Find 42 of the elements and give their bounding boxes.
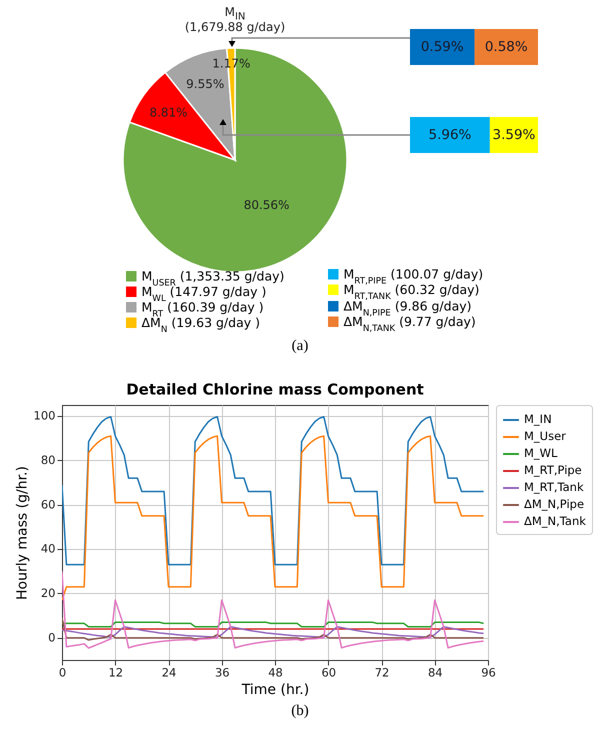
- legend-label: M_RT,Tank: [524, 480, 584, 494]
- chart-title: Detailed Chlorine mass Component: [126, 380, 424, 398]
- line-series: [62, 570, 484, 649]
- x-tick-label: 72: [374, 666, 390, 680]
- x-axis-title: Time (hr.): [240, 682, 310, 698]
- line-series: [62, 435, 484, 601]
- text: (b): [291, 703, 309, 719]
- line-series: [62, 626, 484, 638]
- x-tick-label: 84: [428, 666, 443, 680]
- line-series: [62, 617, 484, 641]
- x-tick-label: 96: [481, 666, 496, 680]
- y-tick-label: 60: [40, 497, 56, 512]
- y-tick-label: 20: [40, 586, 56, 600]
- text: (a): [292, 338, 308, 354]
- legend-label: M_WL: [524, 446, 558, 460]
- line-series: [62, 416, 484, 566]
- text: M$_{IN}$: [224, 5, 246, 22]
- x-tick-label: 0: [58, 666, 66, 680]
- x-tick-label: 48: [268, 666, 283, 680]
- y-tick-label: 80: [40, 452, 56, 467]
- data-label: 0.59%: [420, 39, 464, 55]
- y-tick-label: 40: [40, 542, 56, 556]
- y-axis-title: Hourly mass (g/hr.): [14, 466, 31, 600]
- data-label: 5.96%: [428, 127, 472, 143]
- y-tick-label: 0: [48, 630, 56, 644]
- data-label: 8.81%: [149, 105, 188, 120]
- data-label: 0.58%: [484, 39, 528, 55]
- x-tick-label: 12: [108, 666, 124, 680]
- legend-label: ΔM_N,Tank: [524, 514, 586, 528]
- x-tick-label: 60: [321, 666, 336, 680]
- x-tick-label: 36: [214, 666, 230, 680]
- legend-label: M_User: [524, 429, 566, 443]
- data-label: 9.55%: [186, 76, 224, 91]
- legend-label: M_IN: [524, 412, 552, 426]
- data-label: 80.56%: [244, 198, 290, 212]
- data-label: 3.59%: [492, 127, 536, 143]
- y-tick-label: 100: [34, 408, 56, 423]
- text: (1,679.88 g/day): [184, 20, 286, 34]
- legend-label: M_RT,Pipe: [524, 463, 582, 477]
- legend-label: ΔM_N,Pipe: [524, 497, 584, 511]
- x-tick-label: 24: [162, 666, 176, 680]
- data-label: 1.17%: [212, 56, 250, 70]
